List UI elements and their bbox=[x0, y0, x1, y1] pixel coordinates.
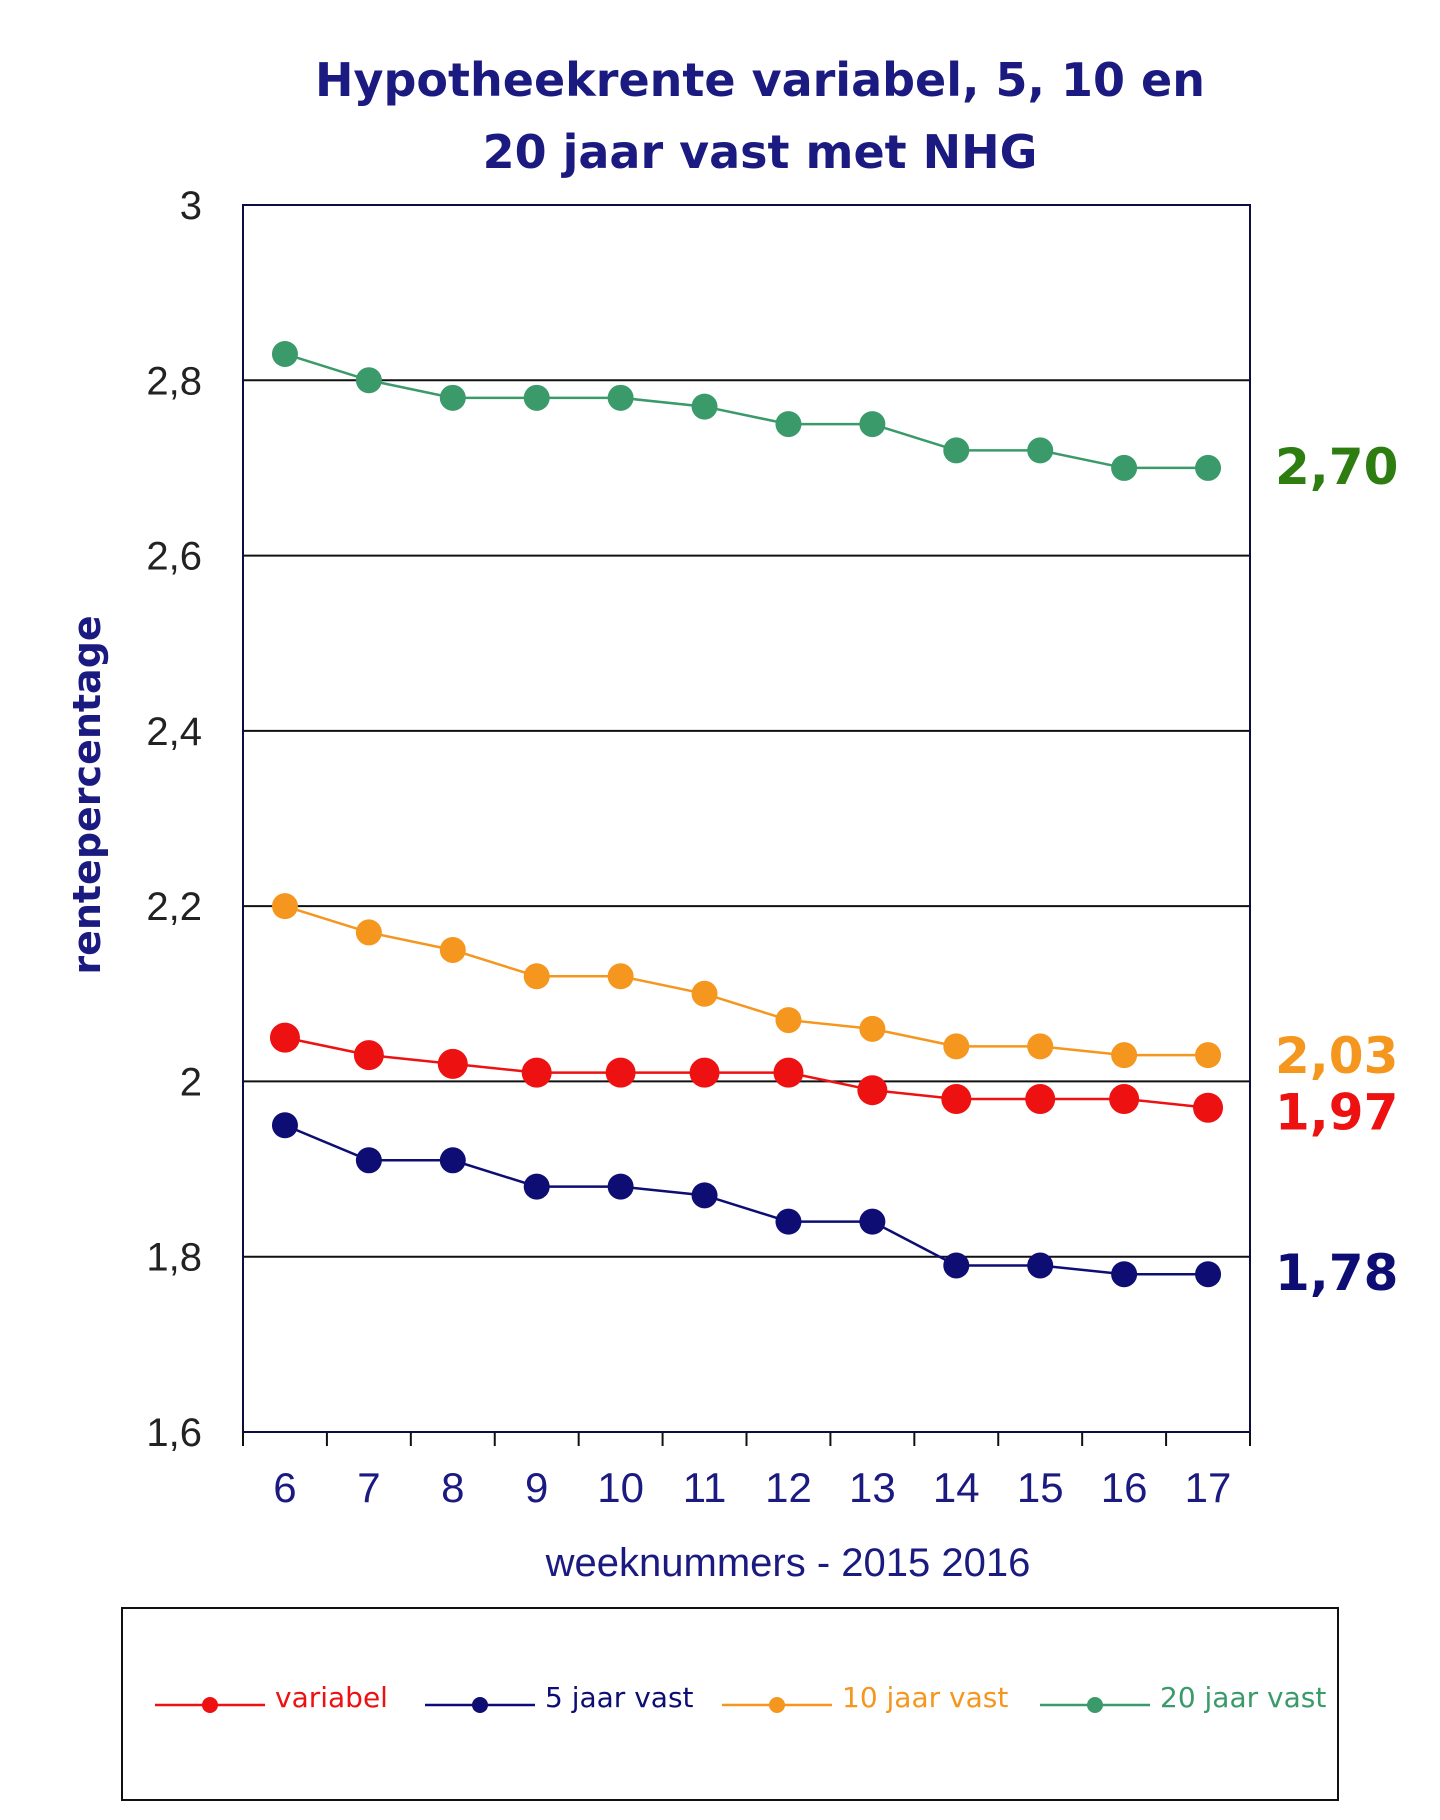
x-tick-label: 6 bbox=[273, 1464, 296, 1511]
data-point bbox=[775, 1007, 802, 1034]
data-point bbox=[859, 411, 886, 438]
data-point bbox=[437, 1048, 468, 1079]
x-tick-label: 13 bbox=[849, 1464, 896, 1511]
data-point bbox=[439, 384, 466, 411]
data-point bbox=[1193, 1092, 1224, 1123]
chart-title-line-2: 20 jaar vast met NHG bbox=[483, 125, 1038, 179]
data-point bbox=[269, 1022, 300, 1053]
legend-label: 20 jaar vast bbox=[1160, 1681, 1326, 1714]
data-point bbox=[1027, 1033, 1054, 1060]
legend-label: 5 jaar vast bbox=[545, 1681, 694, 1714]
data-point bbox=[439, 936, 466, 963]
data-point bbox=[943, 1252, 970, 1279]
legend: variabel 5 jaar vast 10 jaar vast 20 jaar v… bbox=[155, 1681, 1326, 1714]
data-point bbox=[1195, 454, 1222, 481]
series-line-5-jaar-vast bbox=[284, 1124, 1209, 1276]
data-point bbox=[859, 1015, 886, 1042]
data-point bbox=[271, 1112, 298, 1139]
end-label: 1,97 bbox=[1275, 1084, 1398, 1142]
grid bbox=[243, 379, 1250, 1258]
data-point bbox=[689, 1057, 720, 1088]
data-point bbox=[775, 1208, 802, 1235]
y-tick-label: 2,8 bbox=[146, 359, 202, 403]
data-point bbox=[521, 1057, 552, 1088]
end-label: 1,78 bbox=[1275, 1244, 1398, 1302]
data-point bbox=[605, 1057, 636, 1088]
data-point bbox=[355, 367, 382, 394]
end-label: 2,70 bbox=[1275, 438, 1398, 496]
x-tick-label: 10 bbox=[597, 1464, 644, 1511]
data-point bbox=[691, 393, 718, 420]
series-line-20-jaar-vast bbox=[284, 352, 1209, 470]
legend-label: 10 jaar vast bbox=[842, 1681, 1008, 1714]
data-point bbox=[523, 1173, 550, 1200]
data-point bbox=[857, 1075, 888, 1106]
data-point bbox=[523, 963, 550, 990]
data-point bbox=[941, 1083, 972, 1114]
y-tick-label: 3 bbox=[180, 184, 202, 228]
data-point bbox=[439, 1147, 466, 1174]
data-point bbox=[607, 384, 634, 411]
y-axis-label: rentepercentage bbox=[65, 615, 109, 974]
series-line-variabel bbox=[284, 1036, 1209, 1109]
data-point bbox=[775, 411, 802, 438]
x-axis-ticks: 6 7 8 9 10 11 12 13 14 15 16 17 bbox=[242, 1432, 1251, 1511]
y-tick-label: 2,2 bbox=[146, 885, 202, 929]
end-label: 2,03 bbox=[1275, 1027, 1398, 1085]
x-tick-label: 14 bbox=[933, 1464, 980, 1511]
data-point bbox=[1025, 1083, 1056, 1114]
y-tick-label: 2,4 bbox=[146, 710, 202, 754]
data-point bbox=[271, 893, 298, 920]
x-tick-label: 9 bbox=[525, 1464, 548, 1511]
legend-marker bbox=[202, 1697, 218, 1713]
x-tick-label: 15 bbox=[1017, 1464, 1064, 1511]
data-point bbox=[353, 1040, 384, 1071]
data-point bbox=[859, 1208, 886, 1235]
data-point bbox=[1109, 1083, 1140, 1114]
data-point bbox=[943, 437, 970, 464]
data-point bbox=[607, 1173, 634, 1200]
data-point bbox=[1111, 454, 1138, 481]
data-point bbox=[691, 1182, 718, 1209]
x-tick-label: 12 bbox=[765, 1464, 812, 1511]
data-point bbox=[271, 340, 298, 367]
end-labels: 1,97 1,78 2,03 2,70 bbox=[1275, 438, 1398, 1302]
x-tick-label: 8 bbox=[441, 1464, 464, 1511]
y-tick-label: 2,6 bbox=[146, 535, 202, 579]
legend-marker bbox=[1087, 1697, 1103, 1713]
data-point bbox=[773, 1057, 804, 1088]
chart-title: Hypotheekrente variabel, 5, 10 en 20 jaa… bbox=[315, 53, 1205, 179]
data-point bbox=[355, 1147, 382, 1174]
x-tick-label: 16 bbox=[1101, 1464, 1148, 1511]
x-tick-label: 7 bbox=[357, 1464, 380, 1511]
data-point bbox=[1111, 1261, 1138, 1288]
y-tick-label: 2 bbox=[180, 1060, 202, 1104]
legend-label: variabel bbox=[275, 1681, 388, 1714]
data-point bbox=[355, 919, 382, 946]
series-group bbox=[269, 340, 1224, 1288]
data-point bbox=[523, 384, 550, 411]
data-point bbox=[691, 980, 718, 1007]
data-point bbox=[1195, 1042, 1222, 1069]
data-point bbox=[1027, 1252, 1054, 1279]
data-point bbox=[943, 1033, 970, 1060]
x-tick-label: 17 bbox=[1185, 1464, 1232, 1511]
y-tick-label: 1,6 bbox=[146, 1411, 202, 1455]
x-tick-label: 11 bbox=[683, 1464, 727, 1511]
x-axis-label: weeknummers - 2015 2016 bbox=[545, 1541, 1031, 1585]
legend-marker bbox=[472, 1697, 488, 1713]
legend-marker bbox=[769, 1697, 785, 1713]
series-line-10-jaar-vast bbox=[284, 904, 1209, 1057]
data-point bbox=[607, 963, 634, 990]
data-point bbox=[1111, 1042, 1138, 1069]
data-point bbox=[1195, 1261, 1222, 1288]
y-axis-ticks: 1,6 1,8 2 2,2 2,4 2,6 2,8 3 bbox=[146, 184, 202, 1455]
chart-title-line-1: Hypotheekrente variabel, 5, 10 en bbox=[315, 53, 1205, 107]
y-tick-label: 1,8 bbox=[146, 1236, 202, 1280]
data-point bbox=[1027, 437, 1054, 464]
plot-frame bbox=[242, 204, 1251, 1433]
